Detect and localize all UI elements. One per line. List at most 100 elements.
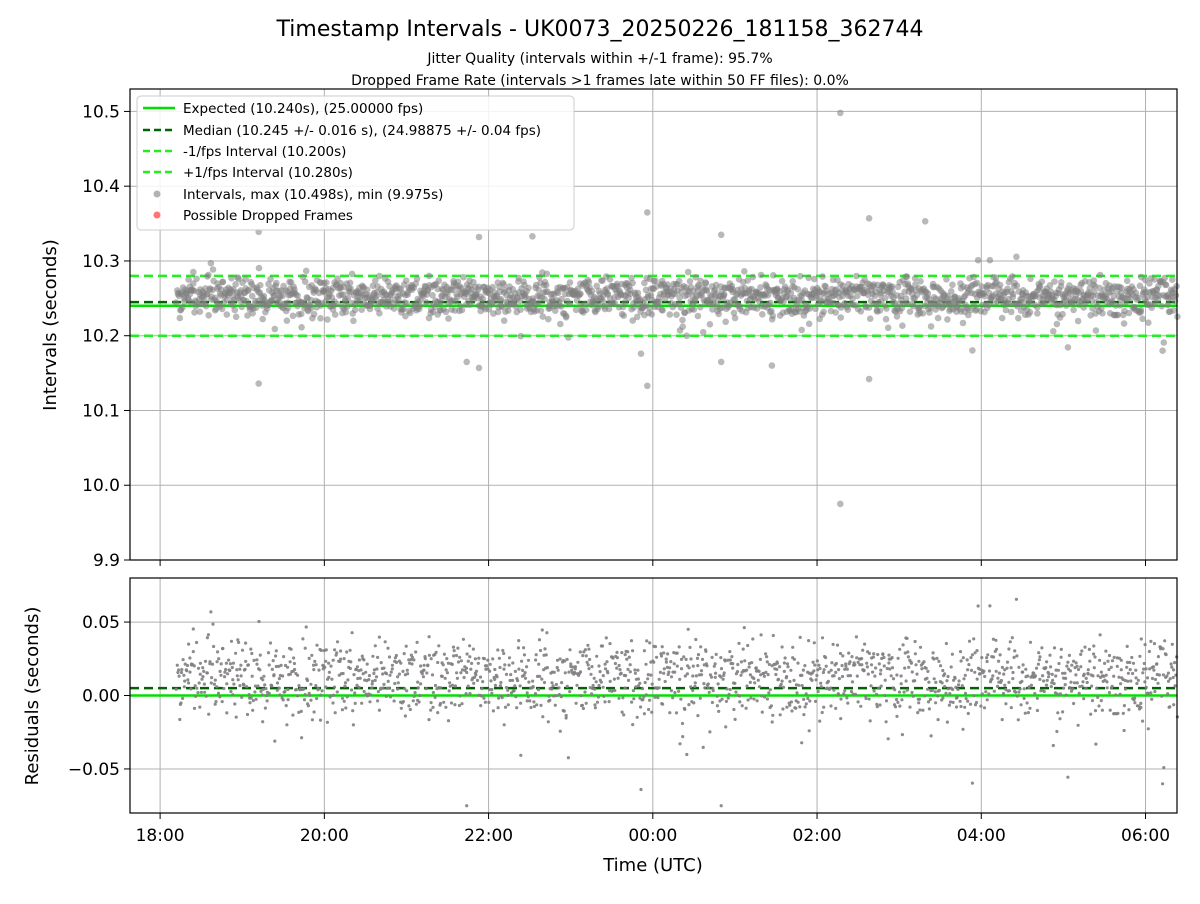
residual-point (433, 683, 438, 688)
residual-point (1013, 649, 1017, 653)
residual-point (1142, 661, 1146, 666)
residual-point (508, 678, 512, 683)
residual-point (1072, 659, 1076, 663)
residual-point (837, 677, 842, 681)
residual-point (310, 718, 314, 722)
residual-point (588, 657, 592, 662)
residual-point (210, 662, 215, 666)
residual-point (906, 650, 910, 654)
residual-point (855, 674, 859, 678)
residual-point (345, 695, 349, 699)
residual-point (413, 691, 417, 695)
residual-point (1170, 665, 1174, 669)
intervals-y-tick-label: 10.1 (82, 401, 120, 421)
intervals-y-tick-label: 10.3 (82, 252, 120, 272)
interval-point (500, 281, 508, 288)
residual-point (732, 707, 736, 712)
residual-point (812, 669, 816, 673)
residual-point (376, 655, 380, 660)
residual-point (1123, 678, 1127, 683)
interval-point (679, 316, 686, 324)
residual-point (937, 688, 942, 693)
residual-point (286, 687, 290, 692)
interval-point (944, 316, 951, 323)
interval-point (422, 299, 430, 306)
residual-point (309, 698, 313, 702)
residual-point (664, 660, 669, 664)
residual-point (889, 674, 893, 678)
residual-point (982, 706, 987, 710)
interval-point (916, 304, 923, 311)
residual-point (792, 678, 796, 683)
residual-point (956, 683, 961, 687)
residual-point (178, 717, 182, 722)
interval-point (358, 306, 366, 314)
residual-point (714, 671, 718, 675)
residual-point (712, 664, 716, 668)
residual-point (865, 661, 869, 665)
residual-point (215, 660, 219, 664)
residual-point (608, 642, 612, 646)
residual-point (922, 660, 926, 664)
residual-point (1093, 655, 1097, 659)
interval-point (400, 305, 407, 313)
residual-point (1026, 711, 1030, 715)
residual-point (840, 674, 845, 679)
residual-point (454, 653, 459, 658)
residual-point (1094, 742, 1098, 746)
residual-point (213, 678, 217, 682)
residual-point (1077, 691, 1081, 696)
residual-point (312, 668, 316, 672)
residual-point (531, 685, 535, 689)
residual-point (520, 659, 524, 663)
residual-point (962, 677, 966, 681)
residual-point (998, 653, 1002, 657)
residual-point (623, 653, 627, 657)
residual-point (1065, 664, 1069, 668)
residual-point (754, 666, 758, 670)
residuals-y-tick-label: 0.05 (82, 613, 120, 633)
residual-point (626, 678, 631, 683)
residual-point (461, 637, 465, 641)
residual-point (1007, 689, 1012, 693)
residual-point (265, 693, 269, 698)
residual-point (575, 683, 579, 687)
residual-point (961, 656, 965, 660)
residual-point (867, 697, 871, 701)
residual-point (274, 649, 278, 653)
residual-point (176, 670, 180, 675)
residual-point (1133, 696, 1137, 700)
interval-point (876, 307, 884, 314)
residual-point (974, 700, 979, 705)
residual-point (211, 622, 215, 626)
residual-point (815, 673, 819, 678)
residual-point (755, 699, 759, 703)
interval-point (675, 277, 683, 285)
x-tick-label: 18:00 (136, 826, 185, 846)
residual-point (1018, 687, 1022, 691)
residual-point (464, 666, 469, 670)
residual-point (626, 667, 630, 672)
residual-point (452, 654, 456, 658)
residual-point (226, 672, 230, 676)
interval-point (1172, 292, 1180, 299)
residual-point (299, 709, 303, 714)
residual-point (782, 669, 786, 674)
residual-point (358, 676, 362, 680)
residual-point (759, 673, 763, 677)
interval-point (219, 278, 226, 286)
residual-point (895, 673, 899, 677)
interval-point (646, 304, 653, 312)
residual-point (195, 686, 199, 690)
residual-point (779, 682, 783, 687)
residual-point (616, 676, 620, 680)
interval-point (1059, 310, 1066, 318)
residual-point (359, 668, 363, 672)
residual-point (620, 651, 624, 655)
residual-point (613, 661, 618, 666)
residual-point (473, 657, 477, 661)
residual-point (1136, 678, 1140, 682)
interval-point (611, 299, 619, 307)
interval-point (1096, 271, 1104, 279)
residual-point (426, 663, 430, 667)
